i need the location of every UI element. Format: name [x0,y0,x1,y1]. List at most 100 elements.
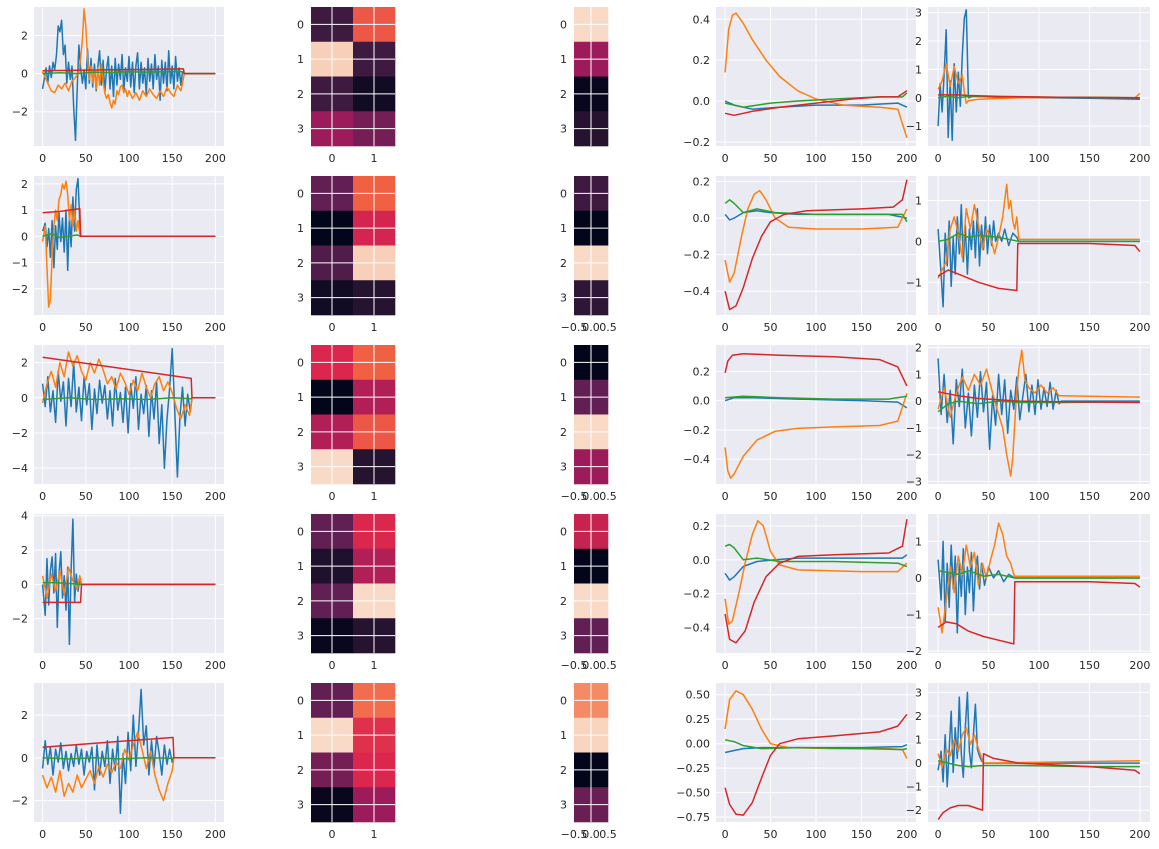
y-tick-label: 0.2 [693,54,711,67]
x-tick-label: 100 [806,659,827,672]
x-tick-label: 0 [935,490,942,503]
x-tick-label: 150 [162,659,183,672]
heatmap-r2c1: 0 1 2 3 0 1 [297,345,396,503]
series-line-3 [724,518,908,644]
x-tick-label: −0.5 [561,490,588,503]
line-chart-r2c0: 0 50 100 150 200 −4 −2 0 2 [12,345,226,503]
y-tick-label: 0 [915,92,922,105]
series-line-1 [41,351,216,420]
x-tick-label: 0 [39,659,46,672]
y-tick-label: 1 [297,391,304,404]
x-tick-label: 200 [896,152,917,165]
x-tick-label: 50 [79,828,93,841]
y-tick-label: 1 [21,204,28,217]
x-tick-label: 0.0 [582,490,600,503]
x-tick-label: 0 [39,152,46,165]
y-tick-label: 2 [915,342,922,355]
x-tick-label: 50 [764,321,778,334]
x-tick-label: 0 [722,152,729,165]
y-tick-label: 0.0 [693,395,711,408]
series-line-3 [42,583,216,604]
y-tick-label: 0.4 [693,13,711,26]
x-tick-label: 0 [329,321,336,334]
y-tick-label: 3 [560,799,567,812]
y-tick-label: 2 [915,710,922,723]
y-tick-label: 0.0 [693,554,711,567]
y-tick-label: −1 [12,257,28,270]
y-tick-label: 2 [297,426,304,439]
y-tick-label: 2 [560,595,567,608]
x-tick-label: 50 [764,659,778,672]
x-tick-label: 1 [371,152,378,165]
y-tick-label: 1 [560,391,567,404]
y-tick-label: 2 [560,764,567,777]
y-tick-label: −0.2 [683,136,710,149]
x-tick-label: 200 [896,828,917,841]
x-tick-label: 200 [896,490,917,503]
y-tick-label: 3 [297,630,304,643]
y-tick-label: 0 [21,392,28,405]
y-tick-label: 2 [297,257,304,270]
heatmap-r3c2: 0 1 2 3 [560,514,609,654]
y-tick-label: 2 [560,88,567,101]
y-tick-label: 2 [297,764,304,777]
y-tick-label: 1 [560,222,567,235]
series-line-2 [937,569,1140,579]
y-tick-label: 2 [21,178,28,191]
x-tick-label: 50 [764,152,778,165]
x-tick-label: 0 [935,152,942,165]
y-tick-label: −0.2 [683,424,710,437]
y-tick-label: −3 [906,475,922,488]
y-tick-label: −1 [906,609,922,622]
x-tick-label: 50 [982,321,996,334]
x-tick-label: −0.5 [561,659,588,672]
line-chart-r2c3: 0 50 100 150 200 −0.4 −0.2 0.0 0.2 [683,345,917,503]
y-tick-label: 3 [297,799,304,812]
y-tick-label: 3 [560,461,567,474]
x-tick-label: 0 [722,828,729,841]
y-tick-label: 0 [560,18,567,31]
series-line-0 [41,347,216,478]
x-tick-label: 150 [1079,321,1100,334]
series-line-1 [724,12,908,139]
y-tick-label: 0 [297,356,304,369]
series-line-0 [41,19,216,142]
line-chart-r4c0: 0 50 100 150 200 −2 0 2 [12,683,226,841]
series-line-3 [42,356,216,399]
x-tick-label: 150 [162,828,183,841]
series-line-1 [41,180,216,308]
y-tick-label: −2 [12,106,28,119]
series-line-2 [42,70,216,75]
x-tick-label: 150 [851,152,872,165]
y-tick-label: 0 [21,578,28,591]
series-line-0 [724,554,908,581]
y-tick-label: −0.4 [683,453,710,466]
y-tick-label: 3 [297,123,304,136]
series-line-2 [724,199,908,223]
y-tick-label: 0 [560,187,567,200]
x-tick-label: 0 [329,828,336,841]
x-tick-label: 150 [851,828,872,841]
series-line-3 [938,94,1140,99]
x-tick-label: 50 [982,828,996,841]
x-tick-label: 150 [162,321,183,334]
y-tick-label: −2 [906,804,922,817]
x-tick-label: 150 [162,152,183,165]
y-tick-label: 3 [915,7,922,20]
y-tick-label: 1 [297,53,304,66]
x-tick-label: 150 [1079,490,1100,503]
line-chart-r4c3: 0 50 100 150 200 −0.75 −0.50 −0.25 0.00 0.25 0.50 [676,683,917,841]
x-tick-label: 1 [371,828,378,841]
series-line-3 [42,736,216,759]
heatmap-r1c2: 0 1 2 3 [560,176,609,316]
y-tick-label: −0.25 [676,762,710,775]
series-line-1 [724,520,908,625]
x-tick-label: 0.0 [582,321,600,334]
y-tick-label: 1 [915,535,922,548]
line-chart-r3c3: 0 50 100 150 200 −0.4 −0.2 0.0 0.2 [683,514,917,672]
x-tick-label: 100 [119,659,140,672]
x-tick-label: 100 [119,152,140,165]
y-tick-label: 2 [560,426,567,439]
x-tick-label: 0 [935,321,942,334]
x-tick-label: 0 [935,659,942,672]
